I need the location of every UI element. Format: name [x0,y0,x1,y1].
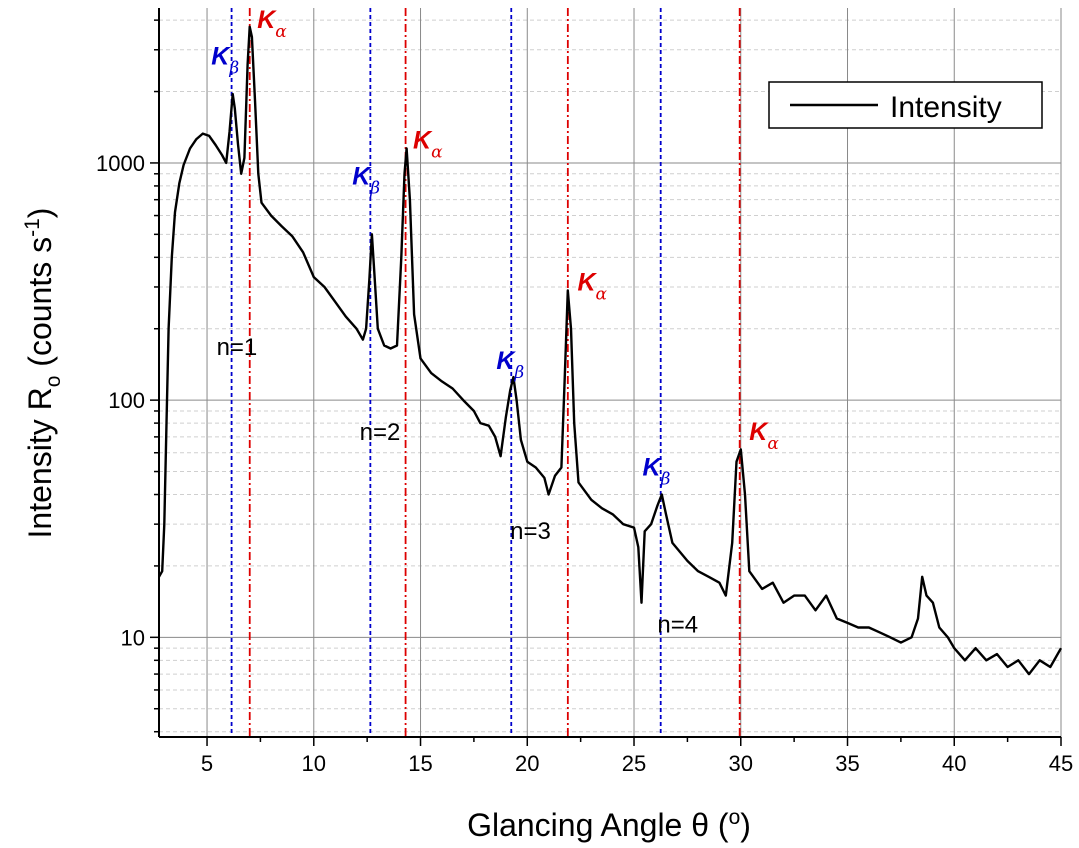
peak-label: Kα [749,418,779,454]
peak-label: Kβ [352,163,380,199]
order-label: n=3 [510,518,551,545]
peak-label: Kα [257,6,287,42]
x-tick-label: 35 [835,751,859,776]
peak-label: Kα [577,268,607,304]
peak-labels: Kβ Kα Kβ Kα Kβ Kα Kβ Kα [211,6,779,490]
peak-label: Kα [413,127,443,163]
y-tick-label: 100 [108,388,145,413]
x-axis-ticks: 5 10 15 20 25 30 35 40 45 [201,737,1073,776]
y-tick-label: 1000 [96,151,145,176]
x-tick-label: 10 [302,751,326,776]
order-label: n=2 [360,419,401,446]
x-tick-label: 15 [408,751,432,776]
peak-label: Kβ [211,43,239,79]
x-tick-label: 30 [729,751,753,776]
x-tick-label: 25 [622,751,646,776]
y-axis-ticks: 10 100 1000 [96,19,159,733]
axes [158,8,1061,738]
x-tick-label: 45 [1049,751,1073,776]
order-labels: n=1 n=2 n=3 n=4 [217,334,699,638]
intensity-line [157,25,1063,676]
x-tick-label: 40 [942,751,966,776]
legend-label: Intensity [890,91,1002,124]
x-axis-title: Glancing Angle θ (o) [467,806,751,843]
major-grid [159,8,1062,737]
peak-label: Kβ [496,347,524,383]
y-tick-label: 10 [121,625,145,650]
legend: Intensity [768,81,1043,129]
x-tick-label: 20 [515,751,539,776]
reference-lines [230,8,741,737]
x-tick-label: 5 [201,751,213,776]
order-label: n=4 [657,611,698,638]
order-label: n=1 [217,334,258,361]
peak-label: Kβ [643,454,671,490]
y-axis-title: Intensity Ro (counts s-1) [21,208,65,539]
